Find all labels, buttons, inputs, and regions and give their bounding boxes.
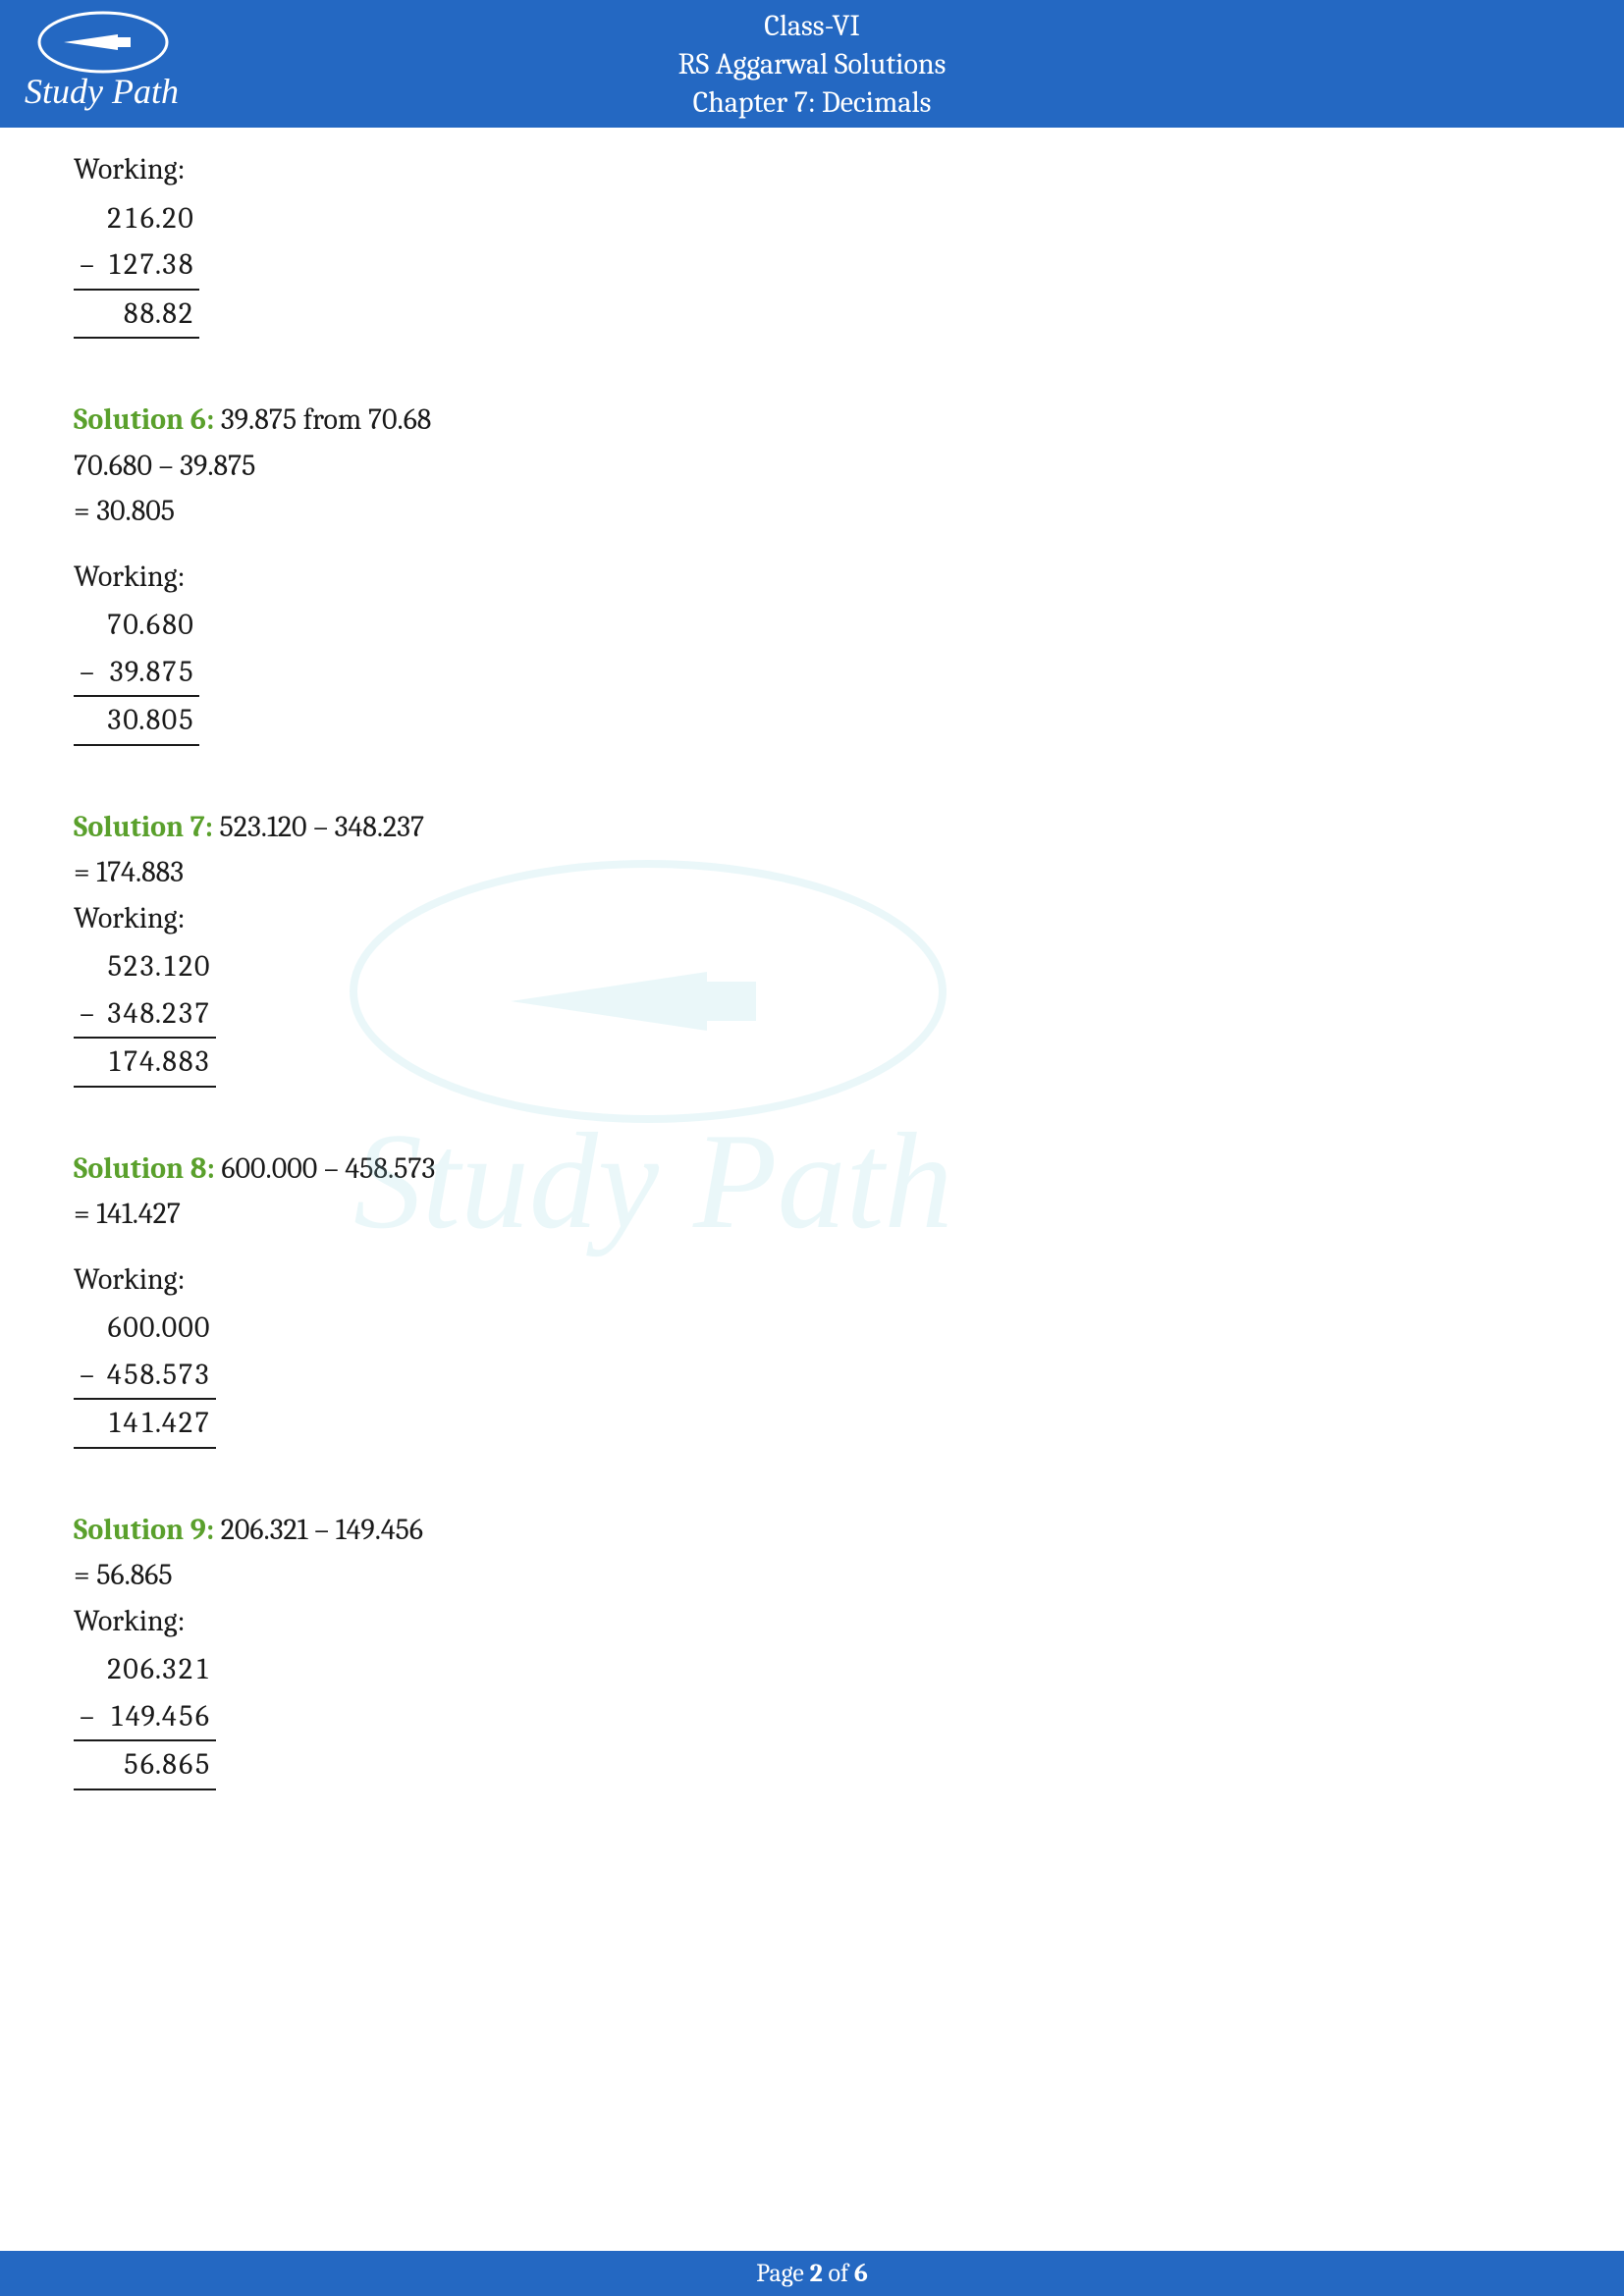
header-text: Class-VI RS Aggarwal Solutions Chapter 7… [0,7,1624,122]
minuend: 600.000 [100,1305,216,1352]
solution-title: 600.000 – 458.573 [215,1151,436,1186]
footer-total: 6 [854,2259,868,2288]
solution-block-9: Solution 9: 206.321 – 149.456 = 56.865 W… [74,1508,1550,1790]
solution-title: 39.875 from 70.68 [214,402,431,437]
working-label: Working: [74,896,1550,942]
header-line-2: RS Aggarwal Solutions [0,45,1624,83]
subtrahend: 458.573 [100,1352,216,1400]
working-table: 206.321 –149.456 56.865 [74,1646,216,1790]
equation-result: = 174.883 [74,850,1550,896]
page-footer: Page 2 of 6 [0,2251,1624,2296]
minuend: 206.321 [100,1646,216,1693]
result: 56.865 [100,1740,216,1789]
solution-block-8: Solution 8: 600.000 – 458.573 = 141.427 … [74,1147,1550,1449]
working-label: Working: [74,1257,1550,1304]
subtrahend: 127.38 [100,241,199,290]
result: 88.82 [100,290,199,339]
solution-label: Solution 8: [74,1151,215,1186]
subtrahend: 39.875 [100,649,199,697]
operator: – [74,990,100,1039]
header-line-1: Class-VI [0,7,1624,45]
result: 174.883 [100,1038,216,1087]
footer-prefix: Page [756,2259,809,2288]
working-label: Working: [74,1599,1550,1645]
solution-block-6: Solution 6: 39.875 from 70.68 70.680 – 3… [74,398,1550,746]
equation: 70.680 – 39.875 [74,444,1550,490]
result: 30.805 [100,696,199,745]
footer-current: 2 [810,2259,823,2288]
solution-block-7: Solution 7: 523.120 – 348.237 = 174.883 … [74,805,1550,1088]
working-table: 70.680 –39.875 30.805 [74,602,199,746]
working-table: 523.120 –348.237 174.883 [74,943,216,1088]
working-table: 600.000 –458.573 141.427 [74,1305,216,1449]
operator: – [74,1352,100,1400]
header-line-3: Chapter 7: Decimals [0,83,1624,122]
minuend: 523.120 [100,943,216,990]
solution-title: 206.321 – 149.456 [214,1513,423,1547]
subtrahend: 348.237 [100,990,216,1039]
equation-result: = 56.865 [74,1553,1550,1599]
solution-label: Solution 7: [74,810,213,844]
logo: Study Path [15,5,211,126]
subtrahend: 149.456 [100,1693,216,1741]
solution-label: Solution 9: [74,1513,214,1547]
logo-text: Study Path [25,72,179,111]
working-table: 216.20 –127.38 88.82 [74,195,199,340]
equation-result: = 30.805 [74,489,1550,535]
equation-result: = 141.427 [74,1192,1550,1238]
minuend: 216.20 [100,195,199,242]
operator: – [74,1693,100,1741]
working-label: Working: [74,555,1550,601]
solution-label: Solution 6: [74,402,214,437]
solution-block-continuation: Working: 216.20 –127.38 88.82 [74,147,1550,339]
working-label: Working: [74,147,1550,193]
operator: – [74,649,100,697]
footer-middle: of [823,2259,854,2288]
page-header: Study Path Class-VI RS Aggarwal Solution… [0,0,1624,128]
result: 141.427 [100,1399,216,1448]
minuend: 70.680 [100,602,199,649]
page-content: Study Path Working: 216.20 –127.38 88.82… [0,128,1624,1790]
solution-title: 523.120 – 348.237 [213,810,424,844]
operator: – [74,241,100,290]
